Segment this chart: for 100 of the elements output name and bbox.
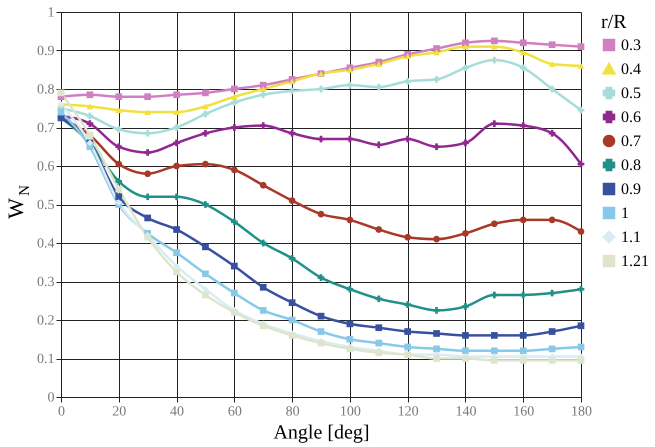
point xyxy=(318,210,324,218)
point xyxy=(433,236,440,242)
point xyxy=(144,149,152,156)
point xyxy=(288,255,296,262)
point xyxy=(490,357,498,364)
point xyxy=(230,218,238,226)
point xyxy=(115,193,122,200)
point xyxy=(578,286,584,293)
point xyxy=(230,94,238,100)
point xyxy=(144,93,152,100)
point xyxy=(173,91,180,98)
point xyxy=(202,286,209,293)
point xyxy=(433,76,440,83)
point xyxy=(548,61,556,67)
point xyxy=(433,45,440,52)
x-tick-label: 120 xyxy=(398,404,419,420)
point xyxy=(404,234,412,241)
point xyxy=(173,226,180,233)
point xyxy=(260,284,267,291)
y-axis-title: WN xyxy=(3,184,33,219)
point xyxy=(260,240,267,246)
point xyxy=(578,106,584,114)
point xyxy=(548,86,556,92)
y-tick-label: 0.5 xyxy=(37,198,54,213)
legend-label: 1 xyxy=(621,205,629,222)
point xyxy=(375,226,382,233)
legend-label: 0.3 xyxy=(621,37,641,54)
point xyxy=(490,120,498,128)
point xyxy=(375,84,382,90)
point xyxy=(86,91,94,98)
point xyxy=(346,216,354,224)
point xyxy=(230,262,238,270)
point xyxy=(346,336,354,343)
point xyxy=(404,136,412,142)
point xyxy=(520,347,527,354)
point xyxy=(115,107,122,114)
point xyxy=(462,140,469,146)
y-tick-label: 0.2 xyxy=(37,314,54,328)
point xyxy=(462,64,469,72)
point xyxy=(288,197,296,204)
point xyxy=(490,332,498,339)
point xyxy=(433,330,440,337)
point xyxy=(115,143,122,150)
x-tick-label: 80 xyxy=(286,404,300,420)
y-tick-label: 1 xyxy=(48,6,54,20)
point xyxy=(520,216,527,224)
point xyxy=(404,301,412,308)
point xyxy=(548,216,556,224)
point xyxy=(578,344,584,350)
point xyxy=(520,357,527,364)
point xyxy=(548,130,556,137)
point xyxy=(490,220,498,228)
point xyxy=(520,292,527,298)
x-tick-label: 140 xyxy=(455,404,476,420)
point xyxy=(462,332,469,339)
legend-label: 0.8 xyxy=(621,157,641,174)
point xyxy=(86,103,94,110)
point xyxy=(375,295,382,302)
point xyxy=(202,89,209,96)
legend-label: 0.5 xyxy=(621,85,641,102)
x-tick-label: 100 xyxy=(340,404,361,420)
point xyxy=(462,39,469,46)
point xyxy=(520,332,527,339)
point xyxy=(144,214,152,222)
point xyxy=(375,61,382,67)
point xyxy=(202,292,209,298)
legend-label: 0.6 xyxy=(621,109,641,126)
legend-label: 0.4 xyxy=(621,61,641,78)
legend-title: r/R xyxy=(601,11,628,33)
point xyxy=(578,322,584,330)
point xyxy=(58,108,64,116)
point xyxy=(375,141,382,148)
y-tick-label: 0.8 xyxy=(37,82,54,98)
point xyxy=(288,316,296,324)
x-tick-label: 180 xyxy=(571,404,592,420)
point xyxy=(433,143,440,150)
point xyxy=(86,112,94,120)
point xyxy=(230,86,238,92)
point xyxy=(115,160,122,168)
point xyxy=(144,109,152,116)
point xyxy=(202,243,209,250)
point xyxy=(433,50,440,56)
point xyxy=(288,299,296,306)
point xyxy=(404,344,412,350)
x-tick-label: 60 xyxy=(228,404,242,420)
point xyxy=(548,328,556,335)
x-axis-title: Angle [deg] xyxy=(273,422,370,444)
point xyxy=(288,88,296,94)
point xyxy=(230,99,238,106)
point xyxy=(260,182,267,189)
point xyxy=(115,126,122,133)
point xyxy=(520,39,527,46)
point xyxy=(115,178,122,185)
point xyxy=(346,286,354,293)
y-tick-label: 0.1 xyxy=(37,352,54,367)
point xyxy=(548,290,556,296)
point xyxy=(173,162,180,170)
x-tick-label: 160 xyxy=(513,404,534,420)
point xyxy=(230,124,238,131)
point xyxy=(144,130,152,137)
